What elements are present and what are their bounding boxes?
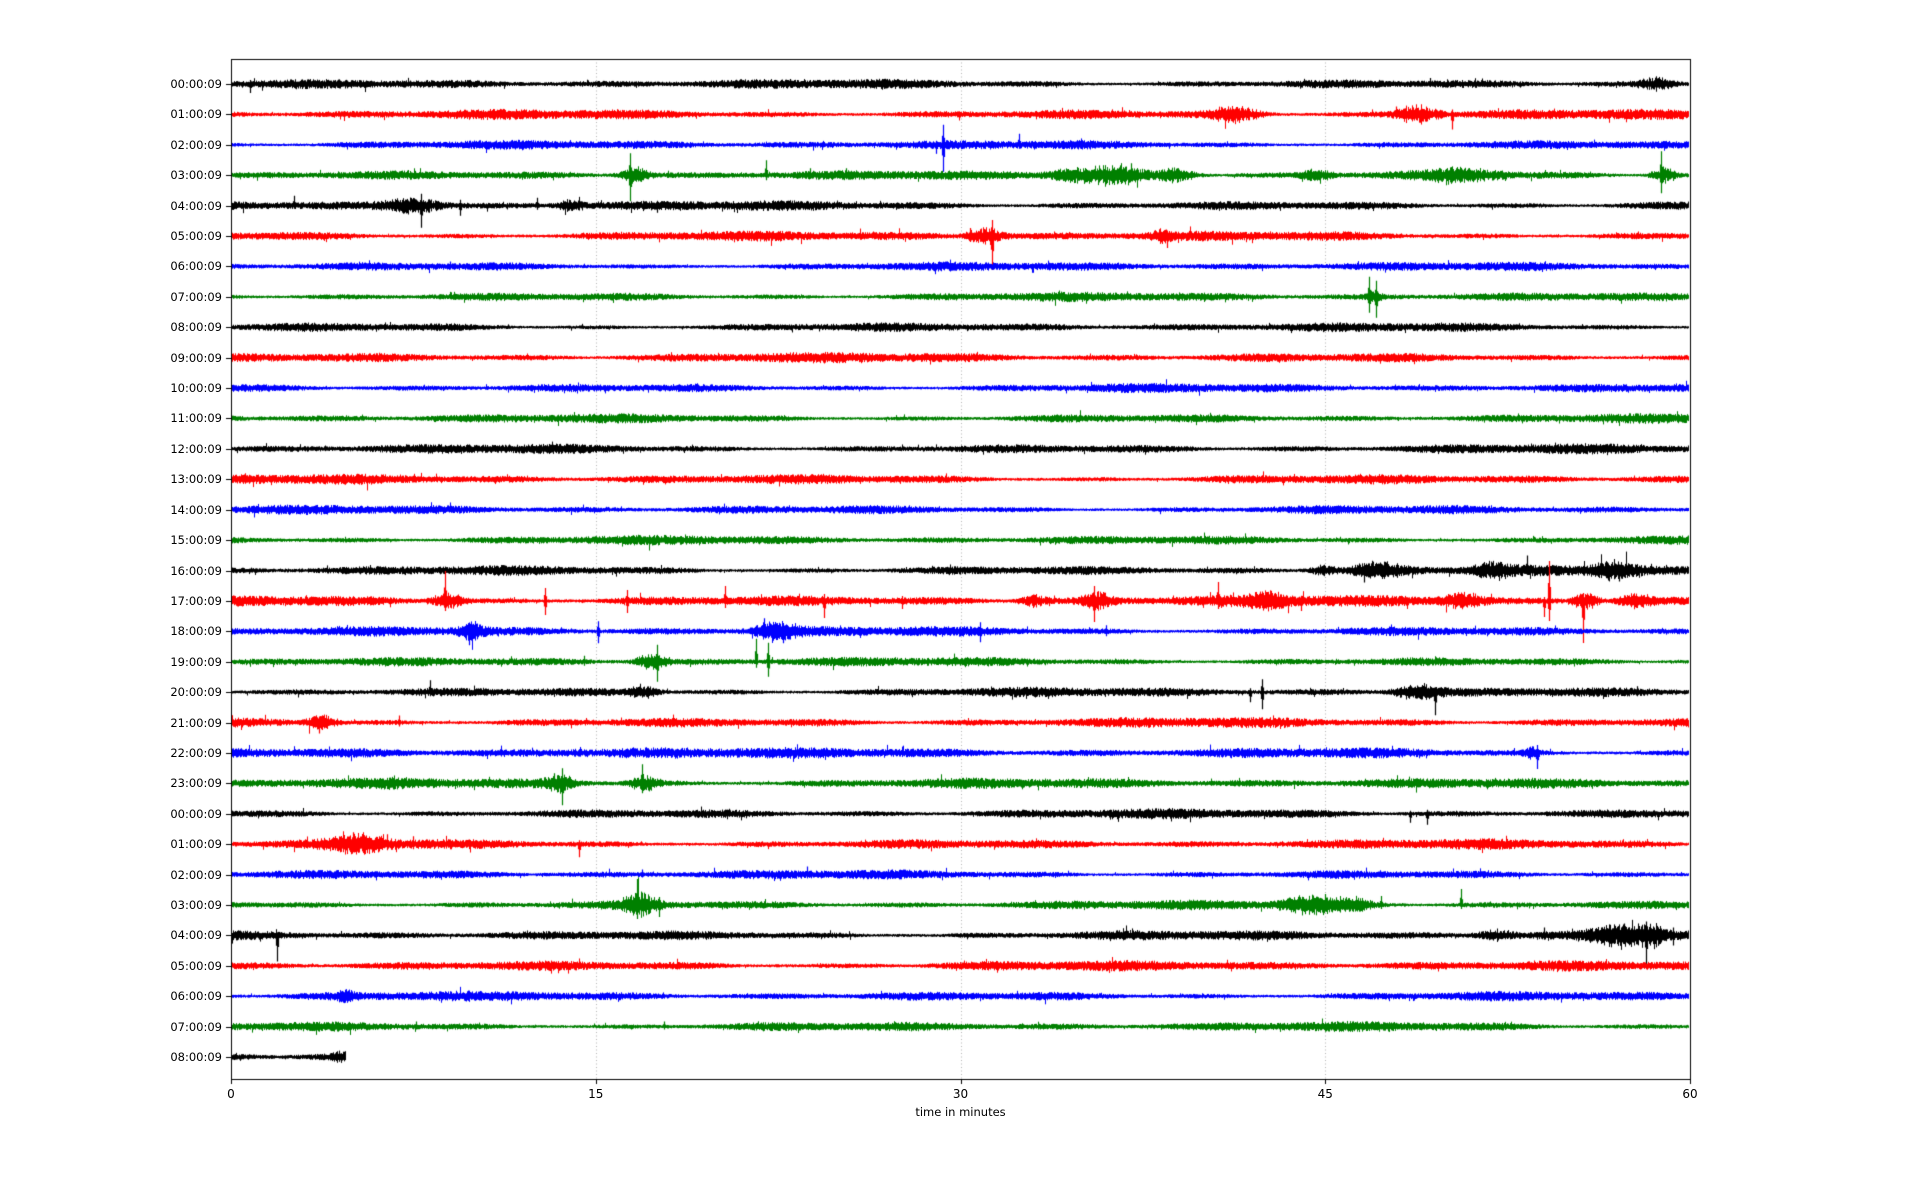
row-label: 11:00:09 (170, 411, 222, 426)
row-label: 06:00:09 (170, 259, 222, 274)
row-label: 01:00:09 (170, 837, 222, 852)
row-label: 01:00:09 (170, 107, 222, 122)
row-label: 18:00:09 (170, 624, 222, 639)
row-label: 12:00:09 (170, 441, 222, 456)
row-label: 07:00:09 (170, 1019, 222, 1034)
row-label: 13:00:09 (170, 472, 222, 487)
row-label: 14:00:09 (170, 502, 222, 517)
x-tick-label: 45 (1317, 1087, 1333, 1101)
row-label: 07:00:09 (170, 289, 222, 304)
row-label: 02:00:09 (170, 137, 222, 152)
x-axis-label: time in minutes (915, 1105, 1006, 1119)
row-label: 04:00:09 (170, 198, 222, 213)
row-label: 03:00:09 (170, 897, 222, 912)
row-label: 19:00:09 (170, 654, 222, 669)
row-label: 00:00:09 (170, 77, 222, 91)
row-label: 06:00:09 (170, 989, 222, 1004)
row-label: 08:00:09 (170, 320, 222, 335)
row-label: 15:00:09 (170, 533, 222, 548)
row-label: 21:00:09 (170, 715, 222, 730)
row-label: 03:00:09 (170, 168, 222, 183)
row-label: 02:00:09 (170, 867, 222, 882)
x-tick-label: 15 (588, 1087, 604, 1101)
row-label: 20:00:09 (170, 685, 222, 700)
x-tick-label: 60 (1682, 1087, 1698, 1101)
row-label: 22:00:09 (170, 745, 222, 760)
row-label: 16:00:09 (170, 563, 222, 578)
row-label: 09:00:09 (170, 350, 222, 365)
row-label: 00:00:09 (170, 806, 222, 821)
row-label: 23:00:09 (170, 776, 222, 791)
row-label: 05:00:09 (170, 229, 222, 244)
row-label: 10:00:09 (170, 381, 222, 396)
x-tick-label: 0 (227, 1087, 235, 1101)
row-label: 05:00:09 (170, 958, 222, 973)
x-tick-label: 30 (952, 1087, 969, 1101)
row-label: 17:00:09 (170, 593, 222, 608)
row-label: 08:00:09 (170, 1050, 222, 1064)
row-label: 04:00:09 (170, 928, 222, 943)
